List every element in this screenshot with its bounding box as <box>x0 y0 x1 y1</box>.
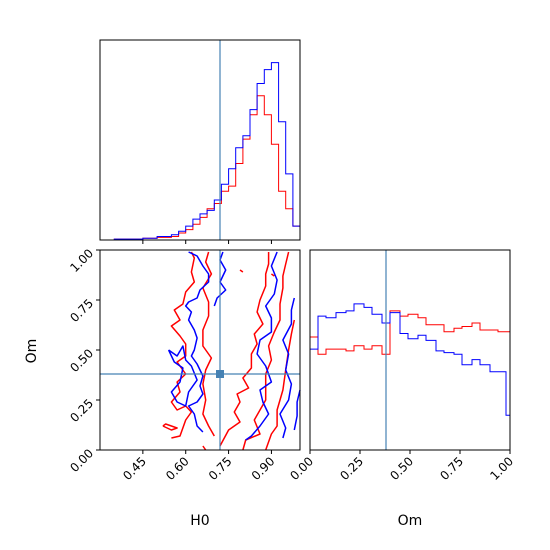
joint-x-tick-label: 0.75 <box>206 454 235 483</box>
joint-blue-contour <box>279 297 296 439</box>
joint-red-contour <box>239 269 244 273</box>
om-hist-x-tick-label: 0.25 <box>337 454 366 483</box>
x-axis-label-om: Om <box>398 513 423 529</box>
joint-red-contour <box>162 423 178 431</box>
joint-blue-contour <box>245 251 278 441</box>
om-hist-x-tick-label: 0.75 <box>437 454 466 483</box>
joint-red-contour <box>219 252 270 447</box>
om-hist-blue-series <box>310 303 510 416</box>
y-axis-label-om: Om <box>24 339 40 364</box>
joint-x-tick-label: 0.90 <box>249 454 278 483</box>
joint-blue-contour <box>184 251 210 433</box>
joint-red-contour <box>202 445 207 451</box>
joint-y-tick-label: 0.50 <box>67 346 96 375</box>
joint-red-contour <box>270 273 275 277</box>
truth-marker <box>216 370 224 378</box>
joint-red-contour <box>242 251 290 451</box>
joint-y-tick-label: 1.00 <box>67 246 96 275</box>
axis-labels: H0 Om Om <box>24 339 422 529</box>
om-hist-x-tick-label: 0.50 <box>387 454 416 483</box>
om-hist-x-tick-label: 1.00 <box>487 454 516 483</box>
om-hist-red-series <box>310 310 510 355</box>
joint-red-contour <box>264 319 296 451</box>
joint-red-contour <box>170 251 196 439</box>
h0-hist-red-series <box>100 95 300 241</box>
joint-y-tick-label: 0.75 <box>67 296 96 325</box>
om-hist-x-tick-label: 0.00 <box>287 454 316 483</box>
joint-x-tick-label: 0.45 <box>120 454 149 483</box>
h0-hist-frame <box>99 39 301 241</box>
joint-blue-contour <box>293 389 301 431</box>
x-axis-label-h0: H0 <box>190 513 209 529</box>
h0-om-joint-panel: 0.45 0.60 0.75 0.90 0.00 0.25 0.50 0.75 1.00 <box>67 246 301 483</box>
joint-x-tick-label: 0.60 <box>163 454 192 483</box>
h0-histogram-panel <box>99 39 301 244</box>
om-hist-frame <box>309 249 511 451</box>
h0-hist-blue-series <box>100 62 300 241</box>
joint-blue-contour <box>167 345 198 407</box>
om-histogram-panel: 0.00 0.25 0.50 0.75 1.00 <box>287 249 516 483</box>
joint-y-tick-label: 0.00 <box>67 446 96 475</box>
joint-y-tick-label: 0.25 <box>67 396 96 425</box>
